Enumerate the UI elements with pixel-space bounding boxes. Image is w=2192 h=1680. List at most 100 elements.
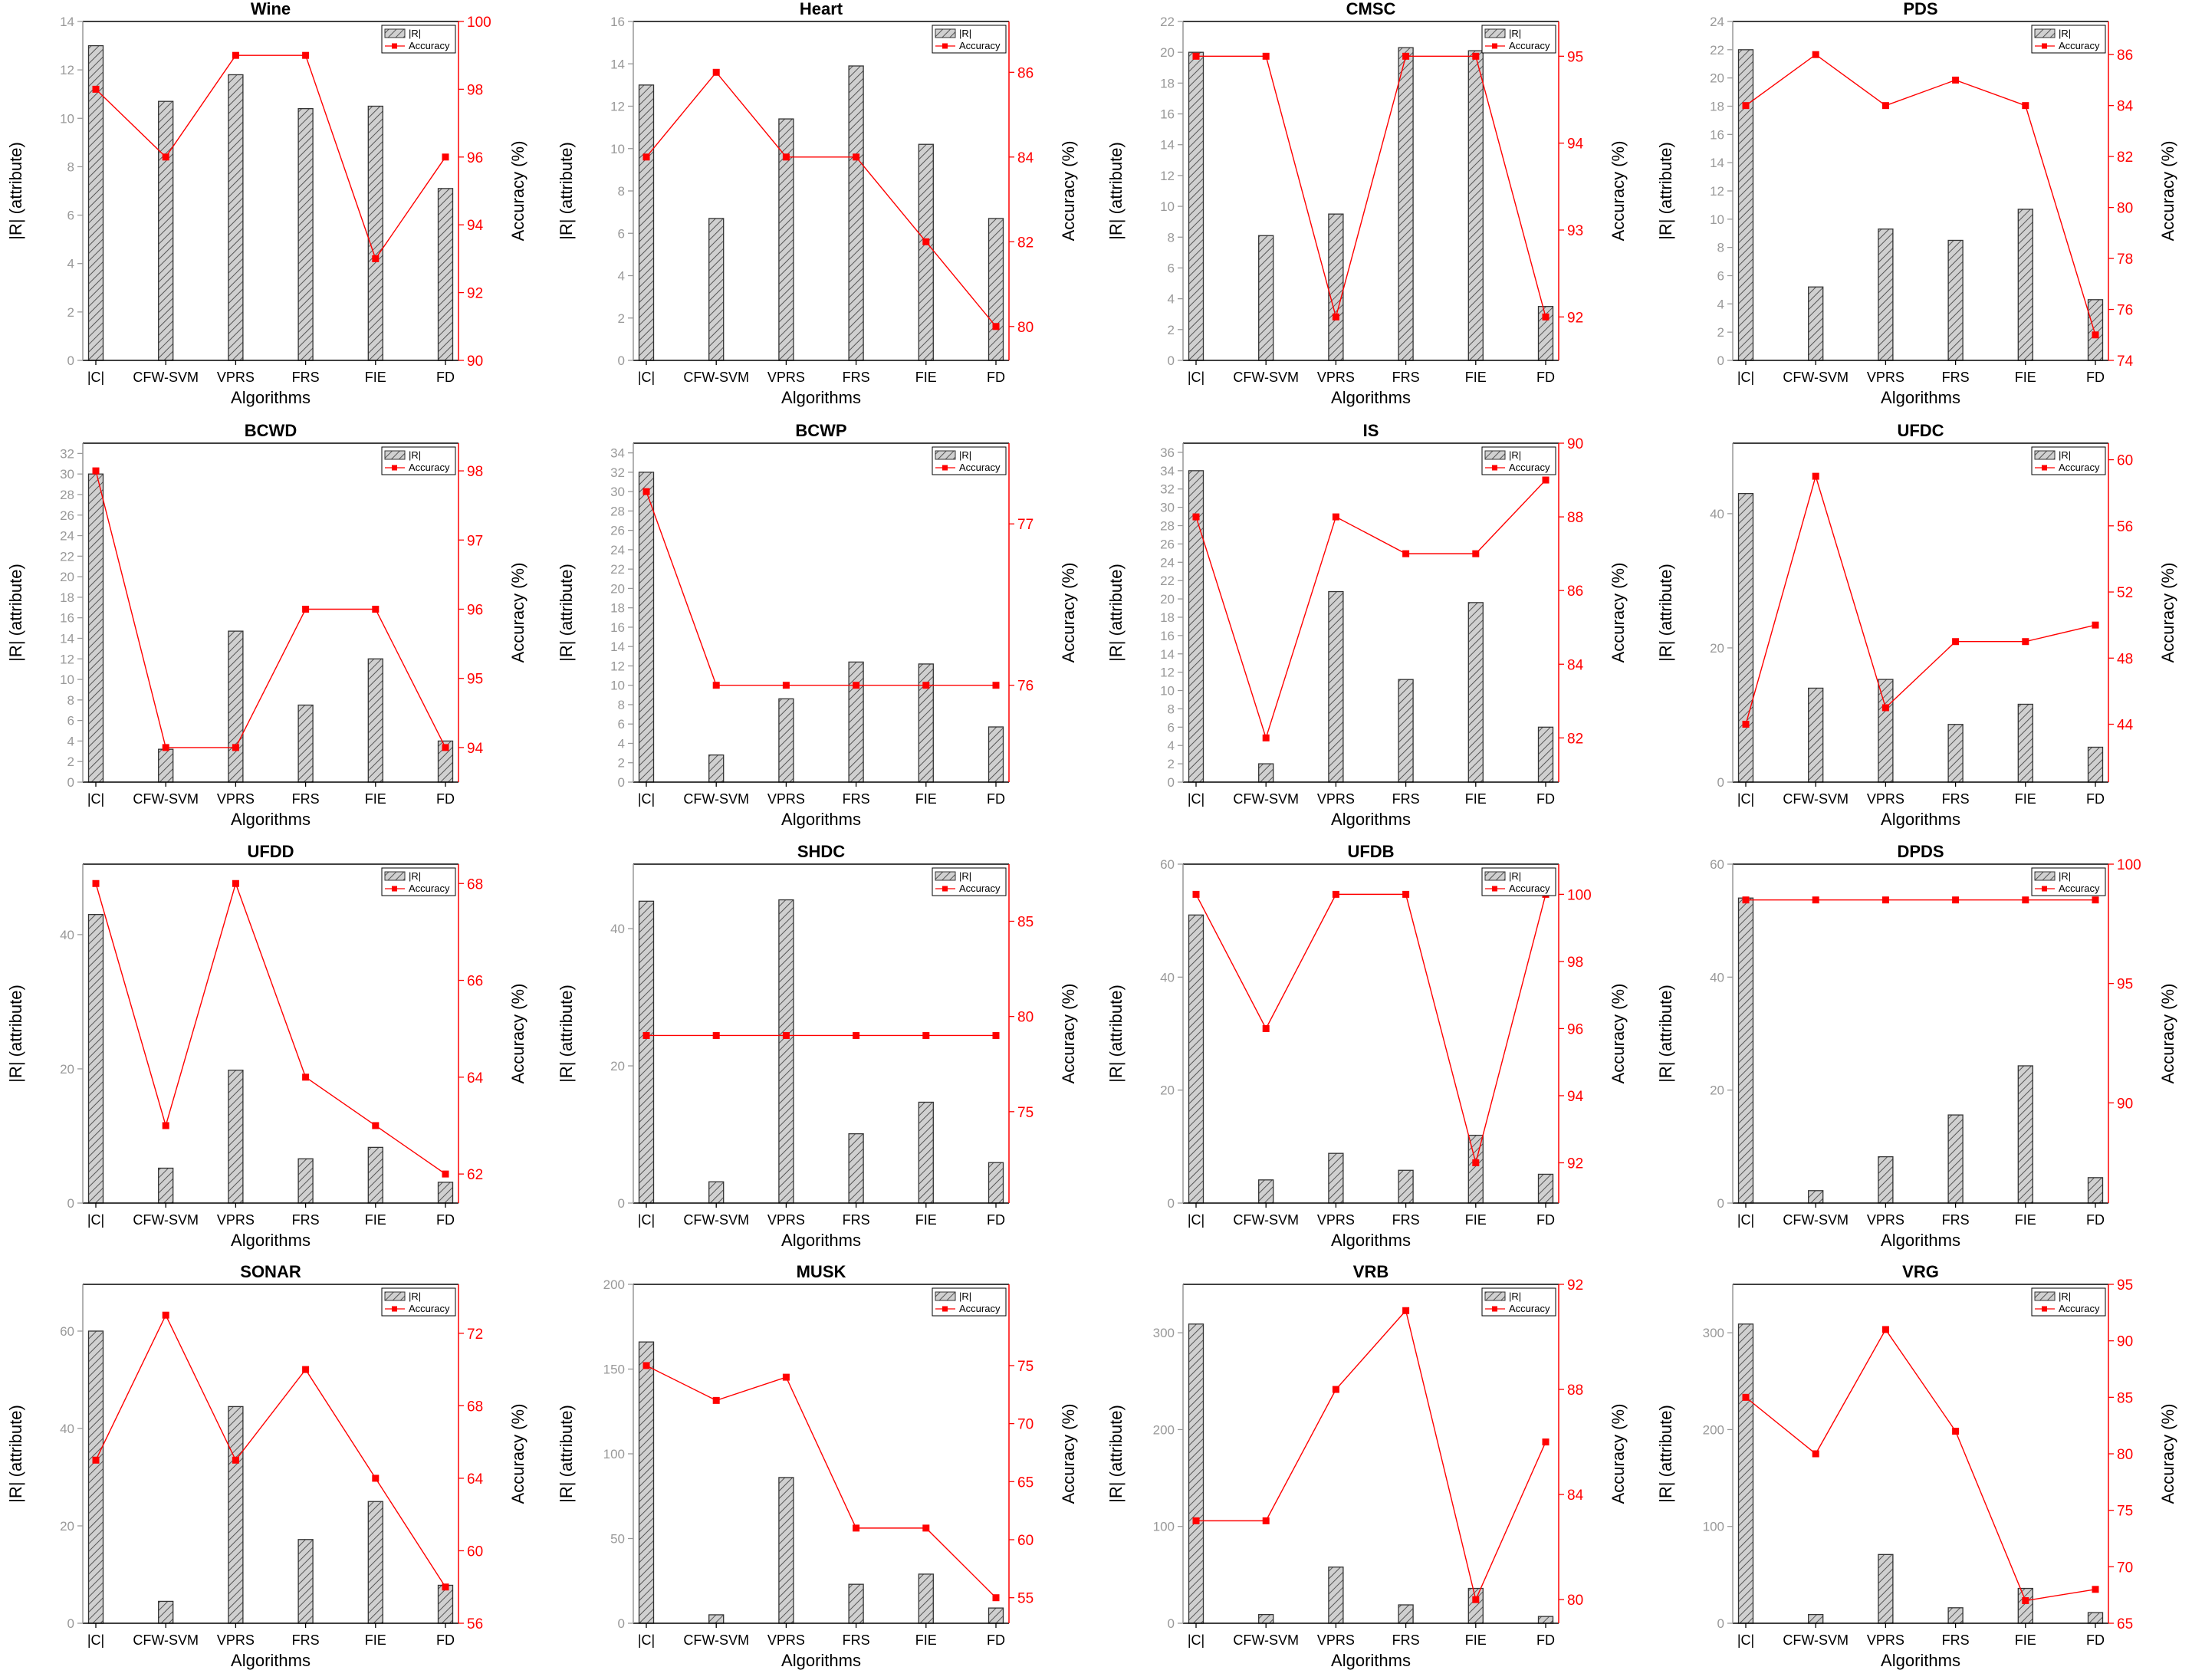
left-y-axis-label: |R| (attribute) (1106, 985, 1126, 1083)
right-tick-label: 86 (1567, 584, 1583, 600)
left-y-axis-label: |R| (attribute) (1656, 564, 1675, 662)
x-tick-label: VPRS (217, 370, 255, 385)
legend-bar-swatch (2034, 1291, 2056, 1301)
bar-c (1188, 914, 1204, 1204)
accuracy-point (1472, 52, 1480, 60)
left-tick-label: 20 (610, 1059, 625, 1073)
right-y-axis-label: Accuracy (%) (1609, 141, 1628, 242)
legend-line-swatch (392, 43, 397, 49)
bar-vprs (1878, 228, 1894, 361)
x-tick-label: FD (2086, 370, 2105, 385)
x-tick-label: |C| (1188, 1212, 1204, 1228)
chart-panel-musk: MUSK 0 50 100 150 200 55 60 65 70 75 |C| CFW-SVM VPRS… (557, 1262, 1078, 1670)
left-tick-label: 18 (1710, 100, 1724, 114)
accuracy-point (92, 1456, 100, 1464)
bar-cfwsvm (1808, 1190, 1824, 1204)
left-tick-label: 0 (618, 775, 625, 790)
left-tick-label: 24 (1710, 15, 1724, 29)
x-tick-label: FRS (292, 1212, 320, 1228)
chart-title: Wine (251, 0, 291, 18)
chart-panel-dpds: DPDS 0 20 40 60 90 95 100 |C| CFW-SVM VPRS FRS FIE FD… (1656, 842, 2177, 1250)
x-tick-label: |C| (1188, 791, 1204, 807)
right-tick-label: 60 (1017, 1533, 1034, 1549)
x-tick-label: VPRS (217, 1212, 255, 1228)
accuracy-point (1542, 1438, 1550, 1446)
right-tick-label: 64 (467, 1471, 484, 1488)
right-tick-label: 90 (1567, 436, 1583, 452)
left-tick-label: 0 (67, 353, 74, 368)
accuracy-line (646, 71, 997, 327)
bar-vprs (1878, 679, 1894, 783)
right-tick-label: 82 (1567, 731, 1583, 747)
left-tick-label: 16 (1160, 107, 1175, 122)
legend-line-label: Accuracy (2059, 1303, 2100, 1314)
accuracy-point (853, 682, 860, 689)
left-y-axis-label: |R| (attribute) (557, 142, 576, 240)
right-tick-label: 68 (467, 876, 483, 893)
bar-frs (1398, 679, 1414, 783)
accuracy-point (1332, 513, 1339, 521)
accuracy-point (1952, 638, 1960, 646)
right-tick-label: 84 (2117, 99, 2134, 115)
x-axis-label: Algorithms (231, 810, 311, 829)
left-tick-label: 6 (67, 209, 74, 223)
legend-bar-swatch (2034, 28, 2056, 38)
bar-frs (1947, 239, 1964, 361)
bar-fie (918, 143, 934, 361)
right-tick-label: 56 (467, 1616, 483, 1632)
x-tick-label: FD (1536, 370, 1555, 385)
left-y-axis-label: |R| (attribute) (6, 564, 25, 662)
legend-bar-label: |R| (2059, 449, 2071, 461)
left-tick-label: 8 (618, 698, 625, 712)
bar-frs (1947, 1607, 1964, 1624)
bar-c (87, 44, 104, 361)
legend: |R|Accuracy (381, 446, 456, 475)
right-tick-label: 82 (2117, 150, 2133, 166)
legend-bar-swatch (935, 450, 956, 460)
accuracy-point (162, 1122, 169, 1129)
bar-frs (1398, 1604, 1414, 1624)
right-tick-label: 90 (2117, 1096, 2133, 1112)
bar-cfwsvm (1258, 1179, 1274, 1204)
left-tick-label: 40 (60, 1422, 74, 1436)
x-tick-label: FD (436, 370, 455, 385)
accuracy-line (1196, 1309, 1546, 1602)
accuracy-point (782, 1031, 790, 1039)
accuracy-point (1742, 102, 1750, 110)
x-axis-label: Algorithms (1331, 388, 1411, 407)
accuracy-point (372, 1122, 380, 1129)
left-tick-label: 0 (1168, 775, 1175, 790)
chart-panel-heart: Heart 0 2 4 6 8 10 12 14 16 80 82 84 86 |C| CFW-SVM VPRS… (557, 0, 1078, 407)
legend-bar-label: |R| (409, 449, 421, 461)
right-y-axis-label: Accuracy (%) (1059, 1404, 1078, 1504)
x-tick-label: FIE (365, 1212, 386, 1228)
legend-line-label: Accuracy (2059, 462, 2100, 473)
legend: |R|Accuracy (1481, 1287, 1556, 1317)
bar-vprs (1328, 590, 1344, 783)
legend-bar-swatch (1484, 1291, 1506, 1301)
x-tick-label: |C| (1737, 1212, 1754, 1228)
bar-fie (367, 1146, 383, 1204)
x-tick-label: VPRS (1867, 1212, 1904, 1228)
accuracy-point (2092, 896, 2099, 904)
accuracy-point (992, 682, 1000, 689)
legend: |R|Accuracy (1481, 867, 1556, 896)
right-tick-label: 75 (2117, 1504, 2133, 1520)
left-tick-label: 6 (618, 226, 625, 241)
bar-vprs (228, 1405, 244, 1624)
left-y-axis-label: |R| (attribute) (557, 985, 576, 1083)
bar-cfwsvm (1258, 1613, 1274, 1624)
legend-line-swatch (942, 465, 948, 471)
accuracy-point (853, 1524, 860, 1532)
bar-fd (988, 1607, 1004, 1624)
bar-vprs (1328, 1567, 1344, 1624)
left-tick-label: 60 (1710, 857, 1724, 872)
right-tick-label: 65 (1017, 1475, 1034, 1491)
x-tick-label: FIE (1465, 791, 1487, 807)
bar-frs (1947, 724, 1964, 783)
right-tick-label: 100 (1567, 887, 1592, 903)
x-axis-label: Algorithms (781, 810, 861, 829)
right-y-axis-label: Accuracy (%) (508, 984, 527, 1084)
left-tick-label: 2 (67, 305, 74, 320)
bar-frs (848, 1583, 864, 1624)
